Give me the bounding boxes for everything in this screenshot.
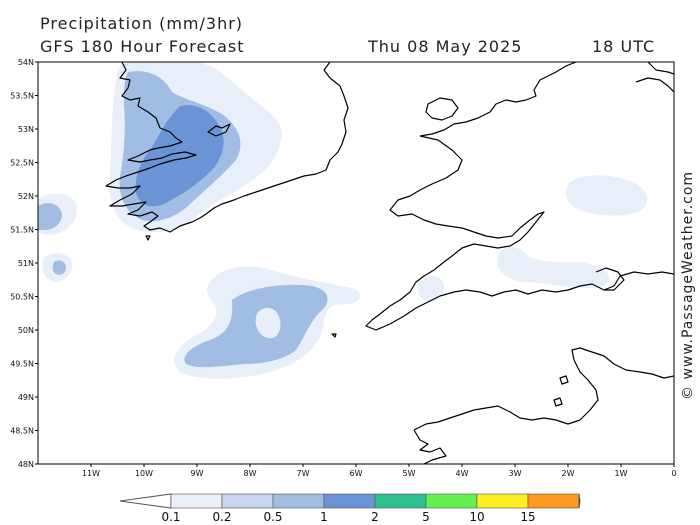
colorbar-segment	[374, 493, 427, 509]
precip-area-channel	[417, 275, 444, 302]
lat-tick-label: 52.5N	[10, 159, 34, 168]
colorbar-label: 0.2	[212, 510, 231, 524]
coast-brittany	[413, 347, 674, 431]
precipitation-areas	[38, 62, 648, 379]
coast-island-1	[331, 333, 337, 338]
coast-ireland-bay	[207, 123, 231, 137]
coast-east-top	[635, 62, 674, 93]
colorbar-label: 0.5	[263, 510, 282, 524]
lat-tick-label: 53N	[18, 125, 34, 134]
credit-text: © www.PassageWeather.com	[680, 170, 696, 400]
lon-tick-label: 10W	[135, 469, 153, 478]
longitude-axis: 11W 10W 9W 8W 7W 6W 5W 4W 3W 2W 1W 0	[82, 464, 677, 478]
lon-tick-label: 5W	[403, 469, 416, 478]
coast-island-3	[553, 397, 563, 407]
colorbar-segment	[170, 493, 223, 509]
lat-tick-label: 50N	[18, 326, 34, 335]
forecast-model: GFS 180 Hour Forecast	[40, 37, 245, 56]
lon-tick-label: 11W	[82, 469, 100, 478]
coast-ireland	[105, 62, 349, 233]
lon-tick-label: 7W	[297, 469, 310, 478]
lat-tick-label: 51N	[18, 259, 34, 268]
lat-tick-label: 54N	[18, 58, 34, 67]
colorbar: 0.1 0.2 0.5 1 2 5 10 15	[119, 493, 581, 524]
colorbar-label: 10	[469, 510, 484, 524]
coast-island-2	[145, 235, 151, 241]
coast-wales	[365, 62, 674, 331]
forecast-date: Thu 08 May 2025	[368, 37, 523, 56]
colorbar-segment	[527, 493, 580, 509]
colorbar-label: 15	[520, 510, 535, 524]
lat-tick-label: 51.5N	[10, 226, 34, 235]
map-title: Precipitation (mm/3hr)	[40, 14, 244, 33]
colorbar-label: 1	[320, 510, 328, 524]
colorbar-label: 0.1	[161, 510, 180, 524]
forecast-time: 18 UTC	[592, 37, 656, 56]
colorbar-min-arrow	[119, 493, 172, 509]
lat-tick-label: 50.5N	[10, 293, 34, 302]
lon-tick-label: 3W	[509, 469, 522, 478]
colorbar-max-arrow	[578, 493, 581, 509]
precip-area-east-light	[565, 175, 648, 216]
precip-area-small-mid	[52, 260, 66, 275]
lat-tick-label: 48N	[18, 460, 34, 469]
lat-tick-label: 48.5N	[10, 427, 34, 436]
colorbar-segment	[323, 493, 376, 509]
coast-anglesey	[425, 97, 459, 121]
lon-tick-label: 2W	[562, 469, 575, 478]
coast-thames	[595, 267, 625, 291]
coast-brittany-south	[413, 429, 447, 464]
lat-tick-label: 52N	[18, 192, 34, 201]
coast-island-4	[559, 375, 569, 385]
coastlines	[105, 62, 674, 464]
colorbar-label: 2	[371, 510, 379, 524]
precip-area-west-mid	[38, 203, 62, 230]
precip-area-ireland-dark	[135, 104, 224, 207]
precip-area-celtic-hole	[255, 307, 281, 339]
colorbar-segment	[425, 493, 478, 509]
lon-tick-label: 1W	[615, 469, 628, 478]
lat-tick-label: 49.5N	[10, 360, 34, 369]
lat-tick-label: 49N	[18, 393, 34, 402]
lat-tick-label: 53.5N	[10, 92, 34, 101]
lon-tick-label: 9W	[191, 469, 204, 478]
lon-tick-label: 0	[671, 469, 676, 478]
colorbar-segment	[272, 493, 325, 509]
precip-area-channel-east	[497, 247, 610, 288]
precip-area-celtic-mid	[184, 284, 328, 368]
colorbar-label: 5	[422, 510, 430, 524]
colorbar-segment	[476, 493, 529, 509]
lon-tick-label: 4W	[456, 469, 469, 478]
lon-tick-label: 6W	[350, 469, 363, 478]
lon-tick-label: 8W	[244, 469, 257, 478]
colorbar-segment	[221, 493, 274, 509]
latitude-axis: 54N 53.5N 53N 52.5N 52N 51.5N 51N 50.5N 50N 49.5N…	[10, 58, 38, 469]
